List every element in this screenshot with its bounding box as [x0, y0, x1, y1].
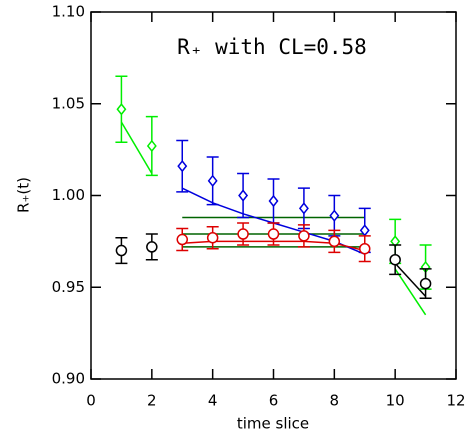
x-tick-label: 0 [86, 392, 96, 410]
x-tick-label: 12 [446, 392, 465, 410]
marker [419, 277, 432, 290]
marker [359, 242, 371, 255]
marker [267, 228, 280, 240]
marker [207, 174, 218, 188]
y-axis-label: R₊(t) [15, 177, 33, 213]
x-tick-label: 4 [208, 392, 218, 410]
marker [298, 202, 309, 215]
marker [177, 159, 188, 173]
marker [268, 194, 279, 208]
chart-title: R₊ with CL=0.58 [177, 35, 367, 59]
y-tick-label: 1.05 [52, 94, 85, 112]
x-tick-label: 6 [269, 392, 279, 410]
marker [328, 235, 341, 248]
fit-line [394, 262, 427, 297]
marker [115, 244, 128, 257]
y-tick-label: 1.10 [52, 3, 85, 21]
marker [238, 189, 249, 202]
x-tick-label: 8 [330, 392, 340, 410]
marker [329, 209, 340, 222]
marker [389, 253, 401, 266]
marker [146, 139, 157, 153]
x-axis-label: time slice [237, 415, 309, 433]
fit-line [120, 121, 153, 174]
y-tick-label: 0.90 [52, 370, 85, 388]
marker [116, 103, 127, 116]
fit-line [394, 268, 427, 316]
marker [237, 228, 249, 240]
marker [176, 233, 188, 246]
x-tick-label: 10 [386, 392, 405, 410]
marker [298, 230, 310, 242]
x-tick-label: 2 [147, 392, 157, 410]
marker [146, 241, 158, 253]
y-tick-label: 0.95 [52, 278, 85, 296]
marker [206, 231, 219, 244]
y-tick-label: 1.00 [52, 186, 85, 204]
